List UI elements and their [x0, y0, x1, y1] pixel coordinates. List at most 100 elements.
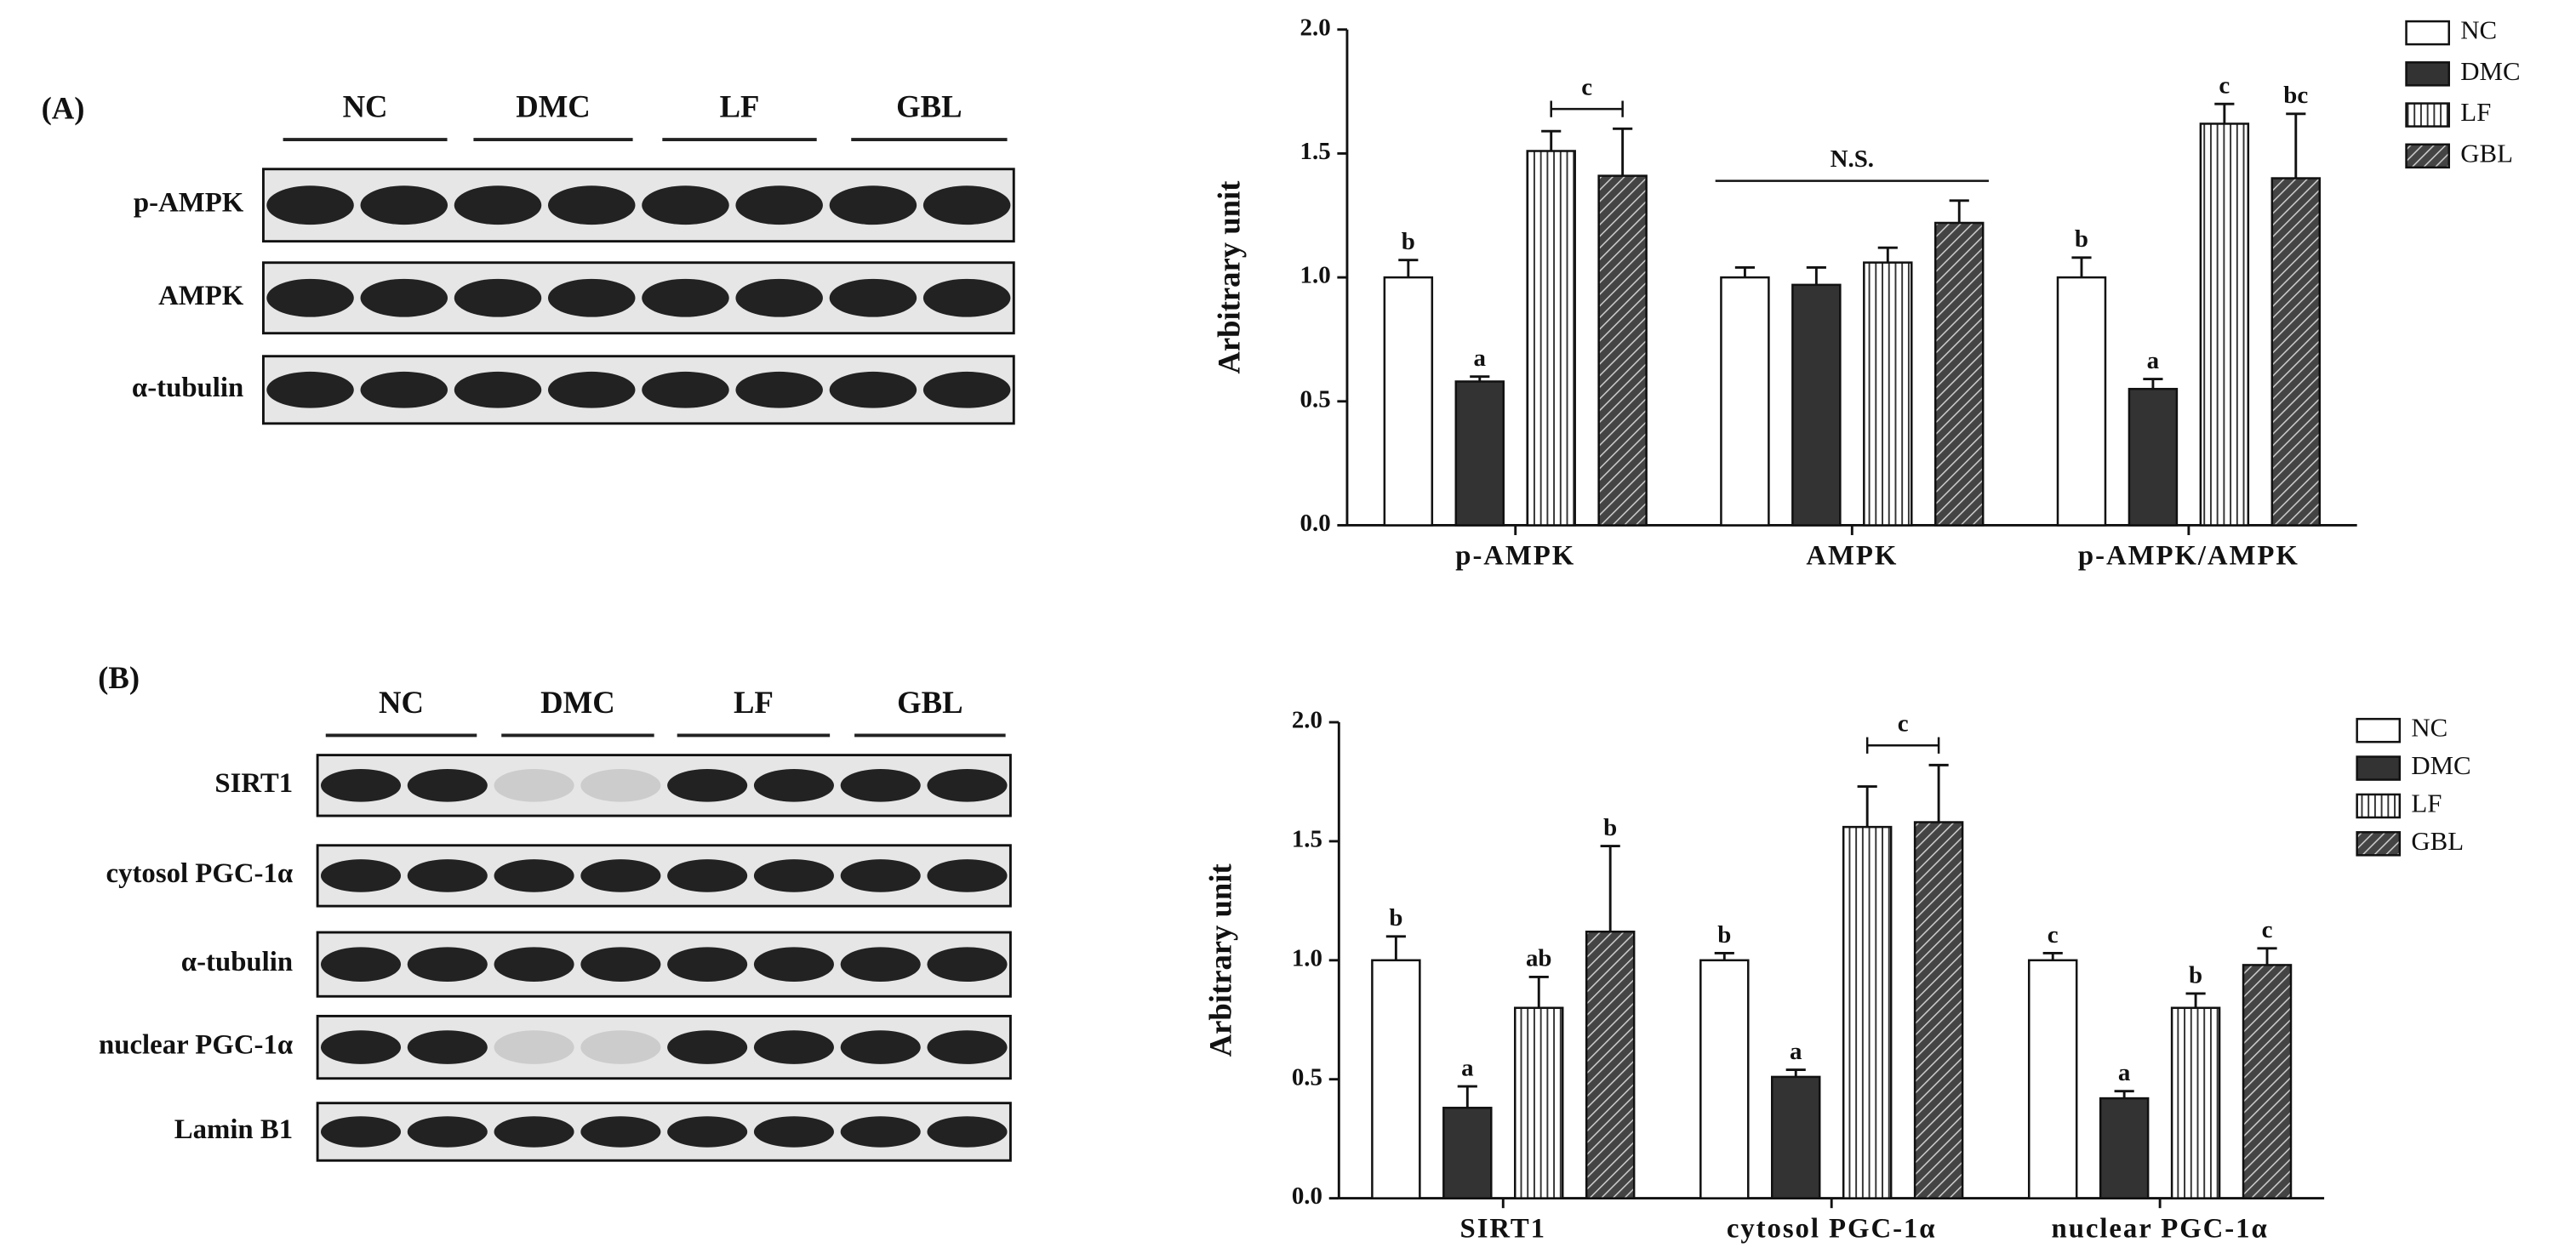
- blot-row-label: nuclear PGC-1α: [99, 1030, 293, 1061]
- legend-swatch: [2405, 102, 2450, 128]
- significance-letter: bc: [2283, 82, 2308, 109]
- bar: [1585, 930, 1636, 1199]
- blot-row-label: AMPK: [158, 281, 244, 311]
- lane-group-label: NC: [343, 89, 388, 124]
- legend-label: DMC: [2411, 750, 2470, 780]
- x-tick-label: p-AMPK/AMPK: [2078, 541, 2299, 572]
- blot-band: [753, 1030, 834, 1064]
- y-tick-label: 2.0: [1292, 707, 1322, 734]
- legend-label: LF: [2411, 789, 2442, 818]
- blot-band: [580, 859, 661, 892]
- blot-band: [735, 278, 823, 317]
- blot-band: [829, 371, 917, 408]
- bar: [1383, 276, 1434, 527]
- bar: [1371, 959, 1421, 1199]
- blot-band: [407, 1116, 488, 1148]
- blot-band: [454, 185, 542, 225]
- legend-swatch: [2405, 20, 2450, 46]
- bar: [1842, 825, 1893, 1199]
- blot-band: [753, 947, 834, 982]
- bar: [2027, 959, 2078, 1199]
- blot-band: [922, 278, 1011, 317]
- blot-band: [266, 185, 354, 225]
- annotation-text: N.S.: [1831, 145, 1874, 173]
- bar: [1933, 221, 1985, 527]
- lane-group-label: GBL: [896, 89, 962, 124]
- x-tick-label: AMPK: [1806, 541, 1898, 572]
- blot-band: [580, 769, 661, 802]
- blot-row-label: SIRT1: [214, 768, 293, 799]
- significance-letter: ab: [1526, 945, 1552, 972]
- blot-band: [667, 859, 748, 892]
- blot-band: [266, 278, 354, 317]
- significance-letter: a: [2147, 347, 2160, 374]
- blot-band: [580, 947, 661, 982]
- bar: [2270, 177, 2322, 527]
- blot-band: [320, 859, 402, 892]
- bar: [1514, 1006, 1564, 1199]
- blot-band: [407, 1030, 488, 1064]
- blot-band: [667, 1116, 748, 1148]
- bar: [2170, 1006, 2221, 1199]
- bar: [2242, 964, 2293, 1199]
- blot-band: [667, 947, 748, 982]
- blot-band: [840, 947, 921, 982]
- blot-band: [642, 371, 729, 408]
- blot-band: [829, 185, 917, 225]
- significance-letter: c: [2219, 71, 2230, 99]
- annotation-text: c: [1581, 74, 1592, 101]
- y-tick-label: 1.0: [1292, 944, 1322, 971]
- blot-band: [927, 769, 1008, 802]
- blot-band: [320, 1030, 402, 1064]
- lane-group-label: NC: [379, 685, 424, 720]
- panel-label: (A): [42, 91, 85, 126]
- significance-letter: c: [2262, 916, 2273, 943]
- significance-letter: b: [1402, 228, 1415, 255]
- blot-band: [494, 1116, 574, 1148]
- bar: [2128, 387, 2179, 527]
- x-tick-label: cytosol PGC-1α: [1727, 1214, 1937, 1245]
- bar: [1770, 1075, 1821, 1199]
- legend-label: GBL: [2460, 138, 2513, 168]
- blot-band: [667, 769, 748, 802]
- y-tick-label: 1.0: [1299, 262, 1330, 289]
- blot-band: [667, 1030, 748, 1064]
- blot-band: [922, 185, 1011, 225]
- bar: [1526, 150, 1576, 527]
- y-tick-label: 0.0: [1292, 1182, 1322, 1210]
- annotation-text: c: [1898, 710, 1909, 738]
- panel-label: (B): [98, 660, 140, 695]
- significance-letter: a: [1461, 1054, 1474, 1081]
- blot-band: [735, 371, 823, 408]
- significance-letter: b: [1603, 814, 1617, 841]
- bar: [2199, 122, 2250, 527]
- significance-letter: a: [1790, 1038, 1802, 1065]
- legend-swatch: [2356, 831, 2402, 857]
- blot-band: [753, 859, 834, 892]
- blot-band: [927, 1116, 1008, 1148]
- blot-band: [753, 769, 834, 802]
- x-tick-label: p-AMPK: [1455, 541, 1575, 572]
- y-tick-label: 0.5: [1299, 385, 1330, 413]
- bar: [1597, 174, 1648, 527]
- significance-letter: b: [2075, 225, 2088, 253]
- blot-band: [494, 1030, 574, 1064]
- lane-group-label: LF: [720, 89, 760, 124]
- bar: [2056, 276, 2107, 527]
- bar: [1442, 1107, 1493, 1199]
- blot-row-label: α-tubulin: [181, 947, 293, 977]
- blot-band: [494, 859, 574, 892]
- blot-band: [927, 859, 1008, 892]
- lane-group-label: LF: [734, 685, 774, 720]
- y-tick-label: 2.0: [1299, 14, 1330, 41]
- blot-band: [840, 859, 921, 892]
- blot-band: [840, 1116, 921, 1148]
- blot-band: [642, 278, 729, 317]
- y-axis-label: Arbitrary unit: [1211, 180, 1246, 374]
- blot-band: [266, 371, 354, 408]
- blot-band: [547, 278, 636, 317]
- legend-label: DMC: [2460, 56, 2520, 86]
- lane-group-label: DMC: [516, 89, 591, 124]
- blot-band: [360, 371, 448, 408]
- bar: [1699, 959, 1750, 1199]
